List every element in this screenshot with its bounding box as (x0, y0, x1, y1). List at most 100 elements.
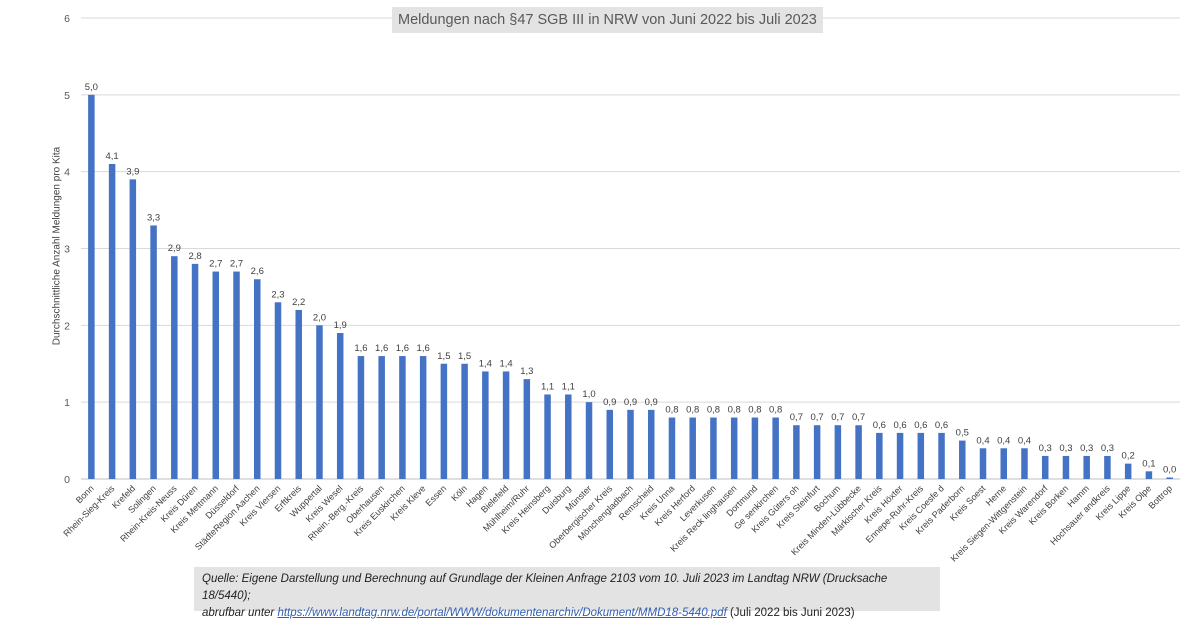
data-label: 2,2 (292, 297, 305, 308)
bar (482, 371, 489, 479)
data-label: 0,6 (935, 420, 948, 431)
bar (668, 417, 676, 479)
bar (876, 432, 883, 479)
bar (295, 309, 302, 479)
y-tick-label: 4 (64, 167, 70, 179)
data-label: 0,1 (1142, 458, 1155, 469)
y-tick-label: 2 (64, 320, 70, 332)
bar (647, 409, 655, 479)
bar (1145, 471, 1153, 479)
bar (979, 448, 987, 479)
data-label: 2,0 (313, 312, 326, 323)
bar (1062, 455, 1070, 479)
bar (274, 302, 282, 479)
bar (316, 325, 323, 479)
bar (357, 356, 365, 479)
data-label: 0,8 (686, 405, 699, 416)
data-label: 1,6 (417, 343, 430, 354)
data-label: 0,3 (1101, 443, 1114, 454)
data-label: 0,9 (645, 397, 658, 408)
bar (88, 94, 95, 479)
data-label: 1,6 (354, 343, 367, 354)
data-label: 1,0 (582, 389, 595, 400)
bar (959, 440, 966, 479)
bar (1000, 448, 1007, 479)
bar (171, 256, 178, 479)
data-label: 0,6 (873, 420, 886, 431)
bar (191, 263, 199, 479)
data-label: 0,7 (811, 412, 824, 423)
bar (585, 402, 593, 479)
bar (440, 363, 448, 479)
bar (523, 379, 531, 479)
data-label: 5,0 (85, 82, 98, 93)
bar (378, 356, 385, 479)
data-label: 0,4 (1018, 435, 1031, 446)
data-label: 0,8 (748, 405, 761, 416)
data-label: 0,0 (1163, 465, 1176, 476)
bar (129, 179, 137, 479)
bar (1104, 455, 1111, 479)
data-label: 3,3 (147, 212, 160, 223)
data-label: 2,8 (188, 251, 201, 262)
bar (689, 417, 696, 479)
bar (606, 409, 614, 479)
bar (1021, 448, 1028, 479)
data-label: 0,6 (893, 420, 906, 431)
data-label: 0,2 (1122, 451, 1135, 462)
data-label: 4,1 (105, 151, 118, 162)
source-period: (Juli 2022 bis Juni 2023) (726, 607, 855, 619)
y-tick-label: 5 (64, 90, 70, 102)
data-label: 0,8 (707, 405, 720, 416)
bar (813, 425, 821, 479)
bar (917, 432, 925, 479)
y-tick-label: 1 (64, 397, 70, 409)
data-label: 0,3 (1039, 443, 1052, 454)
bar (730, 417, 738, 479)
data-label: 1,5 (458, 351, 471, 362)
data-label: 1,1 (562, 381, 575, 392)
data-label: 1,4 (499, 358, 512, 369)
bar (336, 333, 344, 479)
data-label: 0,8 (728, 405, 741, 416)
source-line-2: abrufbar unter https://www.landtag.nrw.d… (202, 605, 932, 622)
data-label: 1,9 (334, 320, 347, 331)
bar (710, 417, 717, 479)
data-label: 0,3 (1080, 443, 1093, 454)
bar (938, 432, 945, 479)
data-label: 0,7 (852, 412, 865, 423)
data-label: 1,3 (520, 366, 533, 377)
data-label: 2,3 (271, 289, 284, 300)
bar (150, 225, 157, 479)
data-label: 2,9 (168, 243, 181, 254)
data-label: 0,7 (831, 412, 844, 423)
y-tick-label: 3 (64, 244, 70, 256)
bar (212, 271, 220, 479)
x-tick-label: Bottrop (1146, 483, 1174, 511)
bar (419, 356, 427, 479)
bar (1166, 477, 1173, 479)
data-label: 2,7 (230, 259, 243, 270)
x-tick-label: Essen (424, 483, 449, 508)
bar (896, 432, 904, 479)
data-label: 0,8 (665, 405, 678, 416)
data-label: 1,1 (541, 381, 554, 392)
data-label: 0,4 (976, 435, 989, 446)
bar (1041, 455, 1049, 479)
data-label: 1,4 (479, 358, 492, 369)
bar (565, 394, 572, 479)
source-link[interactable]: https://www.landtag.nrw.de/portal/WWW/do… (277, 607, 727, 619)
data-label: 1,6 (375, 343, 388, 354)
bar (834, 425, 842, 479)
data-label: 0,3 (1059, 443, 1072, 454)
data-label: 2,6 (251, 266, 264, 277)
y-tick-label: 0 (64, 474, 70, 486)
bar (233, 271, 240, 479)
y-tick-label: 6 (64, 13, 70, 25)
bar (254, 279, 261, 479)
data-label: 3,9 (126, 166, 139, 177)
bar (855, 425, 862, 479)
bar (772, 417, 779, 479)
data-label: 1,5 (437, 351, 450, 362)
